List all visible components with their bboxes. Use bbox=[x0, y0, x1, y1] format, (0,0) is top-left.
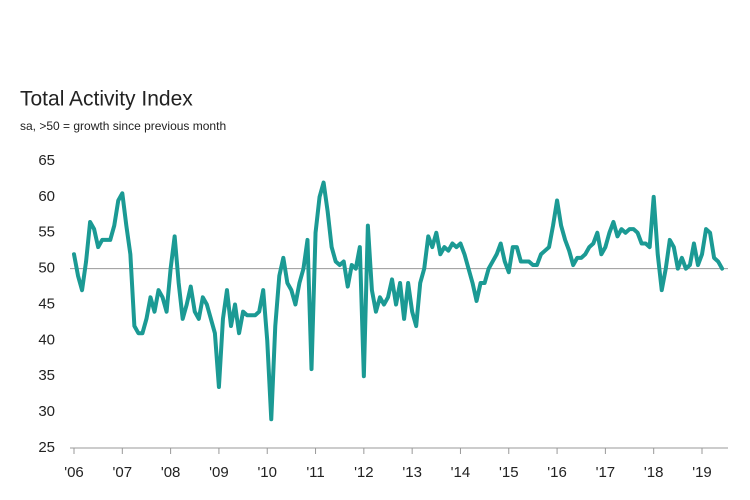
x-tick-label: '17 bbox=[596, 464, 616, 481]
y-tick-label: 45 bbox=[38, 295, 55, 312]
x-tick-label: '19 bbox=[692, 464, 712, 481]
x-tick-label: '08 bbox=[161, 464, 181, 481]
x-tick-label: '12 bbox=[354, 464, 374, 481]
y-tick-label: 55 bbox=[38, 224, 55, 241]
x-tick-label: '18 bbox=[644, 464, 664, 481]
chart-title: Total Activity Index bbox=[20, 88, 193, 111]
x-tick-label: '10 bbox=[257, 464, 277, 481]
x-tick-label: '14 bbox=[451, 464, 471, 481]
y-tick-label: 30 bbox=[38, 403, 55, 420]
data-line bbox=[72, 180, 725, 422]
y-tick-label: 60 bbox=[38, 188, 55, 205]
y-tick-label: 50 bbox=[38, 260, 55, 277]
chart-subtitle: sa, >50 = growth since previous month bbox=[20, 119, 226, 133]
x-tick-label: '16 bbox=[547, 464, 567, 481]
y-tick-label: 40 bbox=[38, 331, 55, 348]
y-tick-label: 35 bbox=[38, 367, 55, 384]
x-tick-label: '15 bbox=[499, 464, 519, 481]
x-tick-label: '07 bbox=[113, 464, 133, 481]
y-tick-label: 25 bbox=[38, 439, 55, 456]
x-tick-label: '09 bbox=[209, 464, 229, 481]
x-tick-label: '11 bbox=[306, 464, 324, 481]
y-tick-label: 65 bbox=[38, 152, 55, 169]
x-tick-label: '06 bbox=[64, 464, 84, 481]
x-tick-label: '13 bbox=[402, 464, 422, 481]
